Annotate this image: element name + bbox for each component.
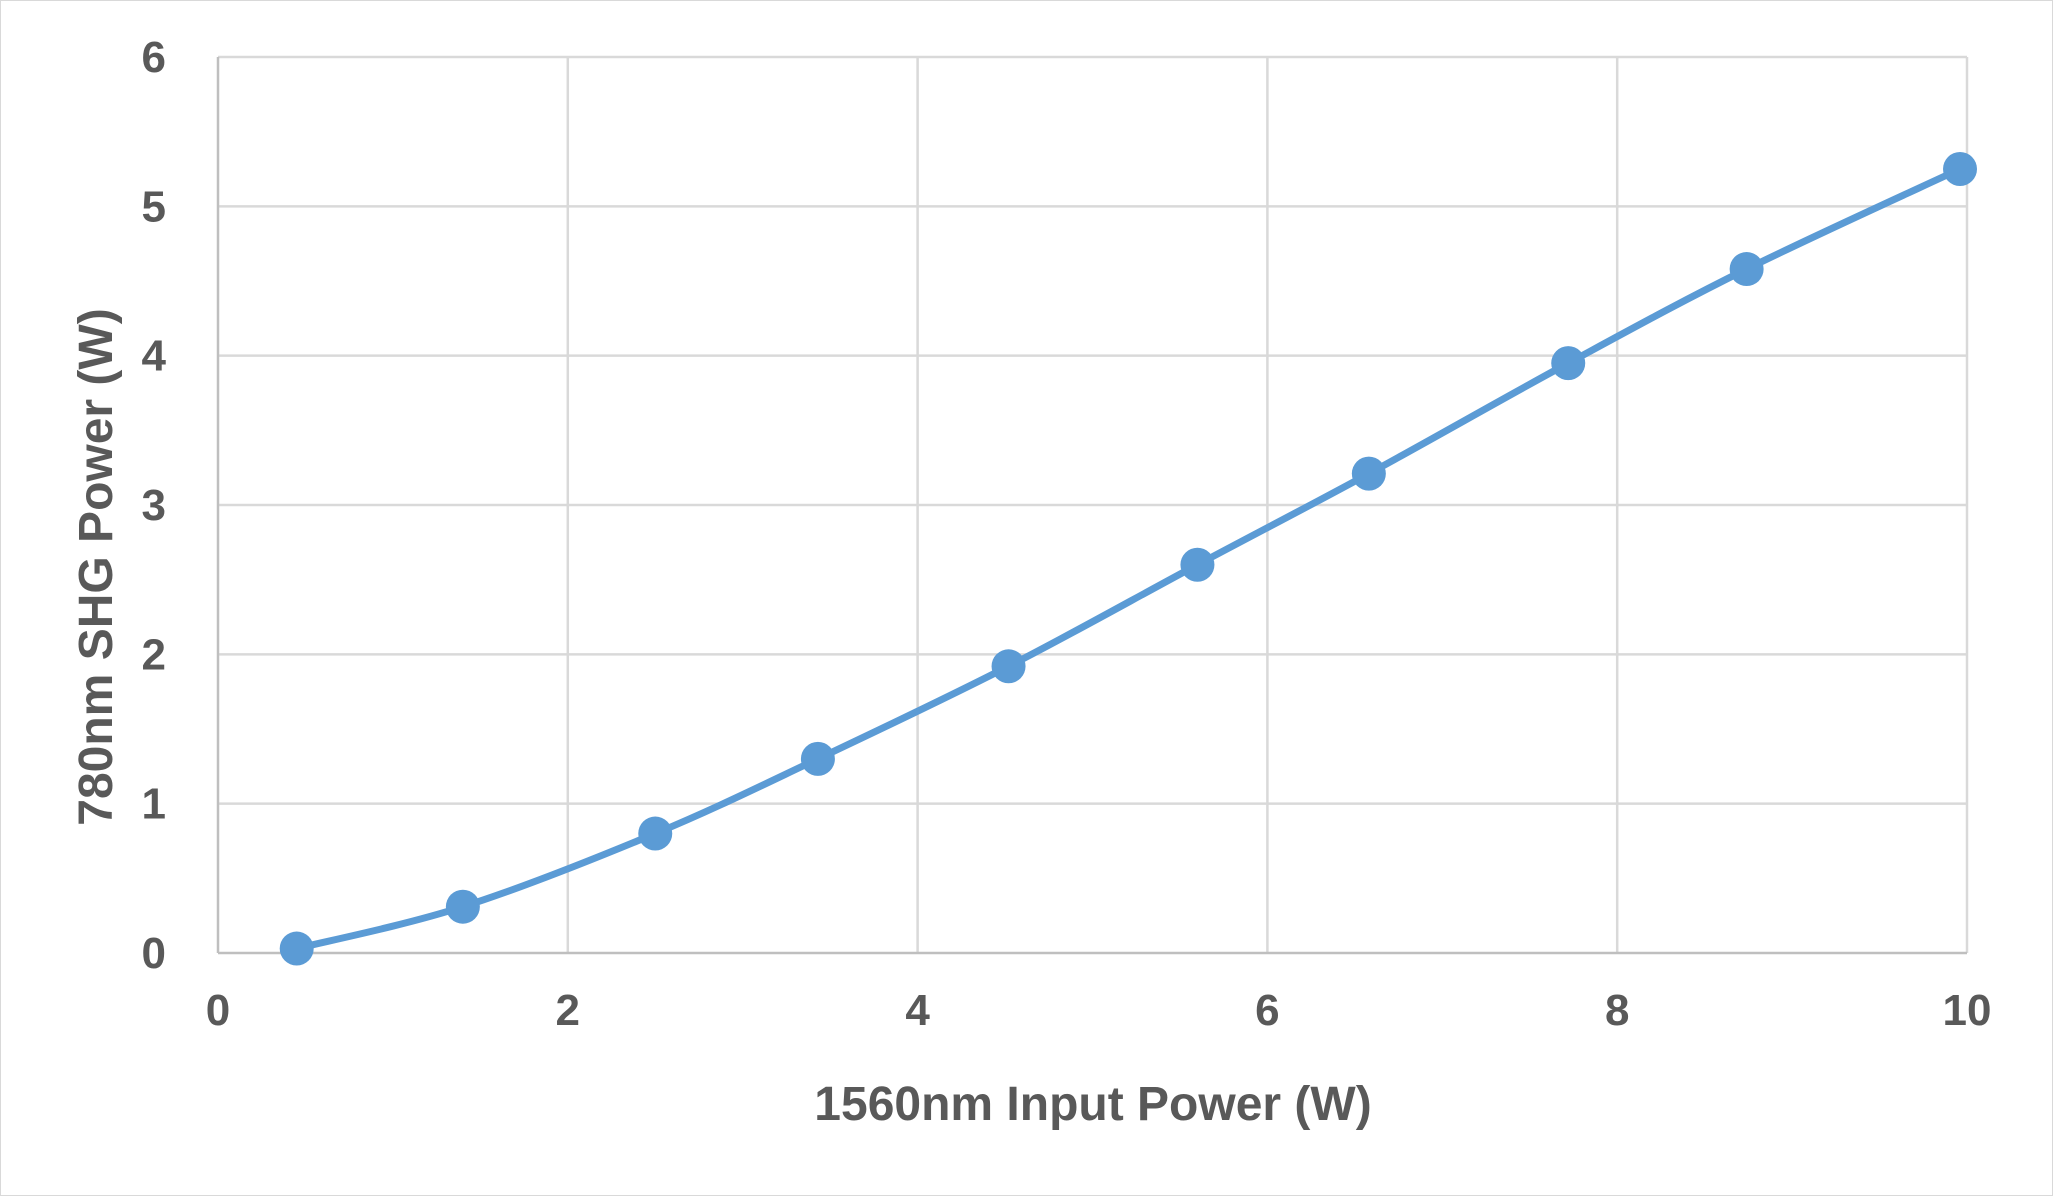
grid-lines	[218, 55, 1969, 953]
data-point	[279, 931, 314, 966]
x-tick-label: 10	[1943, 986, 1992, 1035]
x-tick-label: 2	[556, 986, 580, 1035]
data-point	[1551, 346, 1586, 381]
y-axis-title: 780nm SHG Power (W)	[70, 308, 123, 825]
axes	[216, 57, 1967, 955]
y-tick-label: 3	[142, 481, 166, 530]
data-point	[1729, 252, 1764, 287]
y-tick-label: 0	[142, 929, 166, 978]
y-tick-label: 1	[142, 780, 166, 829]
tick-labels: 0 1 2 3 4 5 6 0 2 4 6 8 10	[142, 33, 1992, 1035]
data-point	[1351, 456, 1386, 491]
y-tick-label: 6	[142, 33, 166, 82]
y-tick-label: 5	[142, 182, 166, 231]
data-series	[279, 152, 1978, 966]
data-point	[638, 816, 673, 851]
x-tick-label: 8	[1605, 986, 1629, 1035]
x-tick-label: 4	[905, 986, 930, 1035]
data-point	[445, 889, 480, 924]
x-tick-label: 0	[206, 986, 230, 1035]
y-tick-label: 4	[142, 332, 167, 381]
data-point	[1180, 547, 1215, 582]
x-axis-title: 1560nm Input Power (W)	[814, 1078, 1371, 1131]
data-point	[1943, 152, 1978, 186]
data-point	[800, 741, 835, 776]
series-line	[293, 165, 1964, 953]
data-point	[991, 649, 1026, 684]
y-tick-label: 2	[142, 630, 166, 679]
x-tick-label: 6	[1255, 986, 1279, 1035]
